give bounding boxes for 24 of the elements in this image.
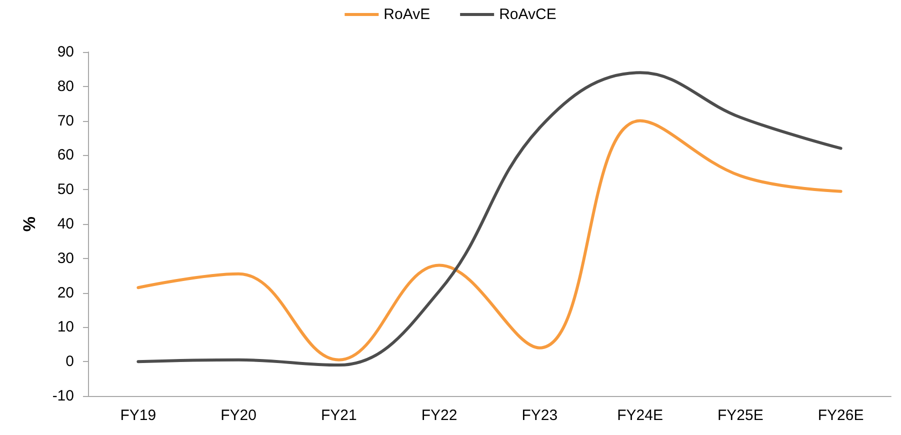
y-tick-label: 20: [57, 284, 74, 302]
x-tick-label: FY24E: [617, 407, 663, 424]
y-tick-label: 60: [57, 146, 74, 164]
line-series: [136, 71, 842, 367]
x-tick-label: FY26E: [818, 407, 864, 424]
x-tick-label: FY25E: [718, 407, 764, 424]
x-tick-label: FY20: [220, 407, 256, 424]
y-tick-label: -10: [52, 388, 74, 404]
y-tick-label: 80: [57, 78, 74, 95]
y-tick-label: 90: [57, 44, 74, 60]
y-tick-label: 0: [66, 353, 74, 370]
y-axis-title: %: [20, 216, 39, 232]
y-tick-label: 10: [57, 318, 74, 336]
x-tick-label: FY22: [421, 407, 458, 424]
legend-label: RoAvE: [384, 6, 430, 23]
y-tick-label: 70: [57, 112, 74, 130]
line-series: [136, 119, 842, 362]
x-tick-label: FY21: [321, 407, 357, 424]
legend-label: RoAvCE: [499, 6, 556, 23]
y-tick-label: 40: [57, 216, 74, 232]
y-tick-label: 50: [57, 181, 74, 198]
x-tick-label: FY19: [120, 407, 156, 424]
y-tick-label: 30: [57, 250, 74, 267]
x-tick-label: FY23: [522, 407, 558, 424]
